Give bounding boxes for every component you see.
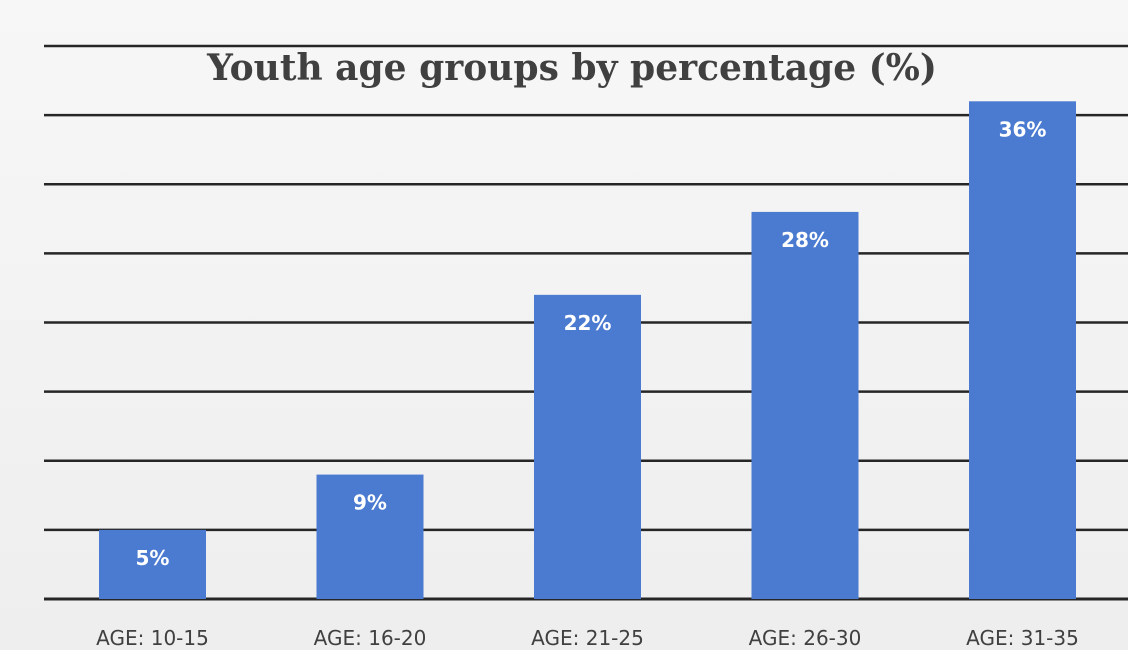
category-label: AGE: 31-35 xyxy=(966,626,1079,650)
bar xyxy=(316,474,424,599)
bar-value-label: 5% xyxy=(136,546,170,570)
category-label: AGE: 16-20 xyxy=(314,626,427,650)
category-label: AGE: 26-30 xyxy=(749,626,862,650)
value-labels: 5% 9% 22% 28% 36% xyxy=(136,117,1047,570)
chart-title: Youth age groups by percentage (%) xyxy=(206,47,937,89)
bars xyxy=(99,101,1076,600)
category-label: AGE: 21-25 xyxy=(531,626,644,650)
bar-value-label: 9% xyxy=(353,491,387,515)
bar-value-label: 22% xyxy=(564,311,612,335)
category-labels: AGE: 10-15 AGE: 16-20 AGE: 21-25 AGE: 26-30… xyxy=(96,626,1079,650)
category-label: AGE: 10-15 xyxy=(96,626,209,650)
bar xyxy=(969,101,1076,600)
bar xyxy=(99,529,206,599)
bar xyxy=(534,294,641,599)
bar-value-label: 28% xyxy=(781,228,829,252)
bar xyxy=(751,211,859,599)
bar-value-label: 36% xyxy=(999,117,1047,141)
